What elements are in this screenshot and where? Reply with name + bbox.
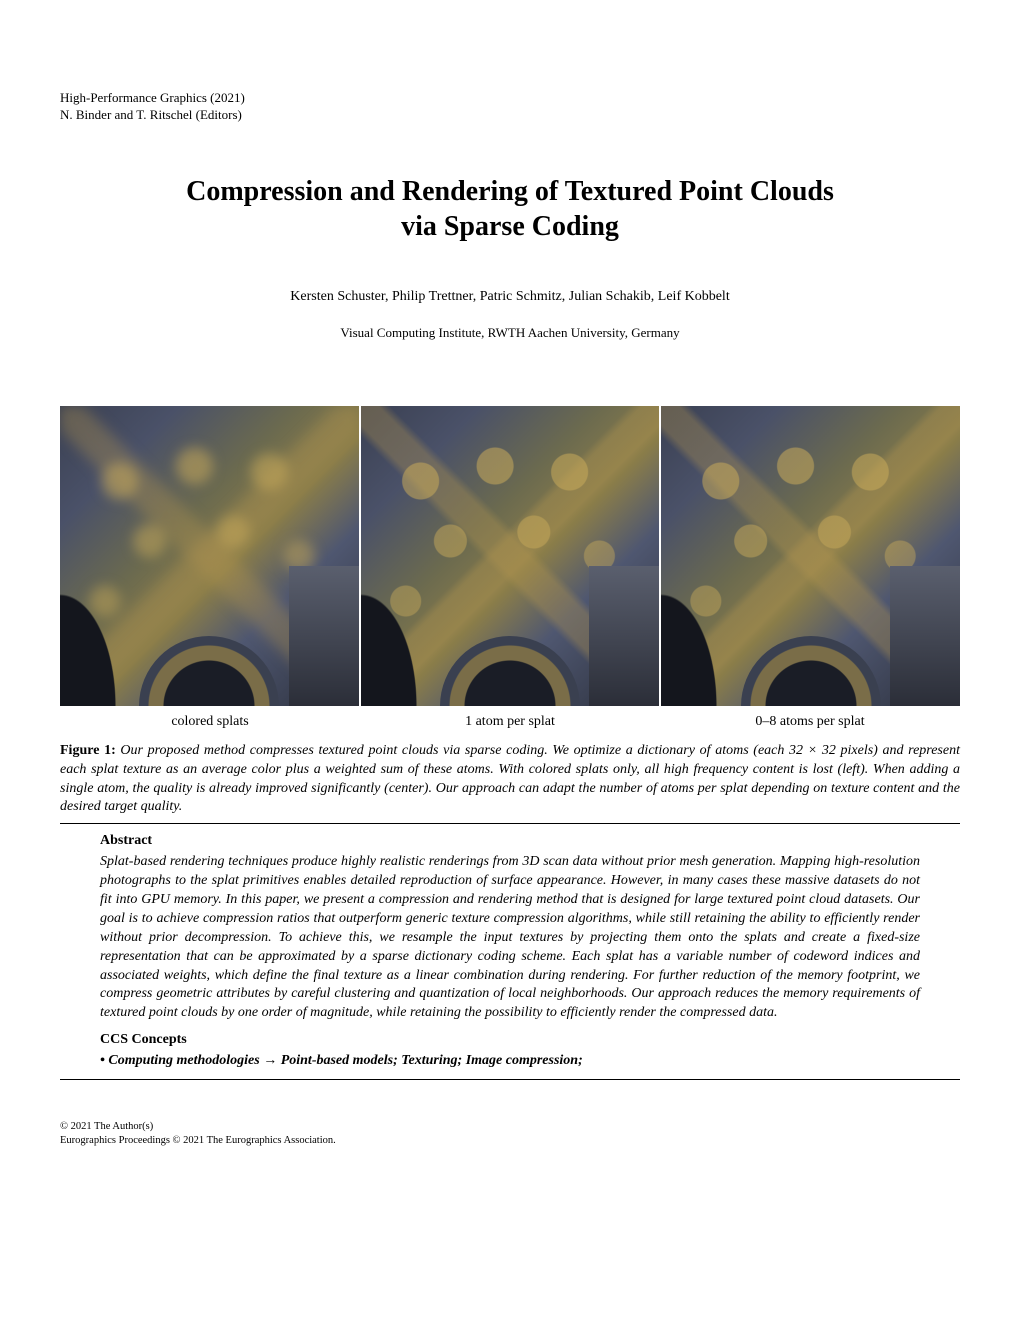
venue-line: High-Performance Graphics (2021) — [60, 90, 960, 107]
header-info: High-Performance Graphics (2021) N. Bind… — [60, 90, 960, 124]
figure-image-row — [60, 406, 960, 706]
figure-caption-text: Our proposed method compresses textured … — [60, 743, 960, 815]
rule-above-abstract — [60, 823, 960, 824]
affiliation: Visual Computing Institute, RWTH Aachen … — [60, 325, 960, 341]
figure-image-left — [60, 406, 359, 706]
figure-label-left: colored splats — [60, 714, 360, 730]
abstract-text: Splat-based rendering techniques produce… — [100, 853, 920, 1023]
abstract-heading: Abstract — [100, 832, 920, 851]
figure-image-center — [361, 406, 660, 706]
copyright-block: © 2021 The Author(s) Eurographics Procee… — [60, 1120, 960, 1147]
paper-page: High-Performance Graphics (2021) N. Bind… — [0, 0, 1020, 1177]
rule-below-abstract — [60, 1079, 960, 1080]
figure-number: Figure 1: — [60, 743, 116, 758]
figure-label-center: 1 atom per splat — [360, 714, 660, 730]
title-line-1: Compression and Rendering of Textured Po… — [60, 174, 960, 209]
copyright-line-1: © 2021 The Author(s) — [60, 1120, 960, 1134]
figure-caption: Figure 1: Our proposed method compresses… — [60, 742, 960, 818]
ccs-line: • Computing methodologies → Point-based … — [100, 1052, 920, 1071]
title-line-2: via Sparse Coding — [60, 209, 960, 244]
abstract-block: Abstract Splat-based rendering technique… — [60, 832, 960, 1071]
figure-1: colored splats 1 atom per splat 0–8 atom… — [60, 406, 960, 818]
copyright-line-2: Eurographics Proceedings © 2021 The Euro… — [60, 1134, 960, 1148]
figure-sublabels: colored splats 1 atom per splat 0–8 atom… — [60, 714, 960, 730]
author-list: Kersten Schuster, Philip Trettner, Patri… — [60, 289, 960, 305]
paper-title: Compression and Rendering of Textured Po… — [60, 174, 960, 244]
figure-image-right — [661, 406, 960, 706]
figure-label-right: 0–8 atoms per splat — [660, 714, 960, 730]
editors-line: N. Binder and T. Ritschel (Editors) — [60, 107, 960, 124]
ccs-heading: CCS Concepts — [100, 1031, 920, 1050]
